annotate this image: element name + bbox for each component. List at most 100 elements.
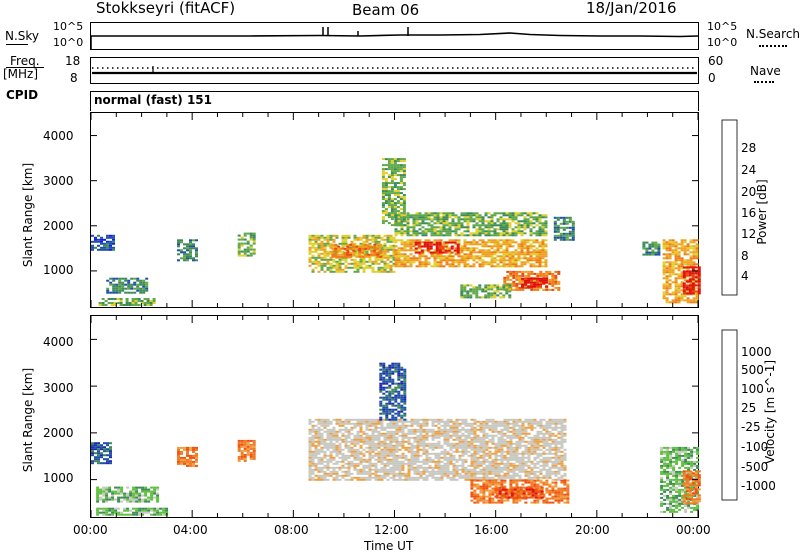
heatmap-cell-1-5: [395, 420, 399, 423]
heatmap-cell-0-15: [654, 251, 658, 254]
heatmap-cell-1-5: [326, 438, 330, 441]
heatmap-cell-1-5: [497, 464, 501, 467]
heatmap-cell-1-5: [407, 440, 411, 443]
heatmap-cell-0-5: [317, 234, 321, 237]
heatmap-cell-0-2: [125, 298, 129, 300]
heatmap-cell-1-5: [410, 422, 414, 425]
heatmap-cell-0-5: [317, 270, 321, 273]
heatmap-cell-1-5: [335, 440, 339, 443]
heatmap-cell-0-2: [110, 304, 114, 306]
heatmap-cell-1-5: [410, 446, 414, 449]
heatmap-cell-0-7: [393, 170, 397, 173]
heatmap-cell-1-5: [380, 426, 384, 429]
heatmap-cell-0-7: [390, 172, 394, 175]
heatmap-cell-0-5: [356, 270, 360, 273]
heatmap-cell-0-9: [469, 255, 473, 258]
heatmap-cell-1-1: [117, 488, 121, 491]
heatmap-cell-1-5: [326, 472, 330, 475]
heatmap-cell-0-5: [326, 234, 330, 237]
heatmap-cell-1-5: [521, 468, 525, 471]
heatmap-cell-0-16: [671, 267, 675, 270]
heatmap-cell-0-5: [338, 260, 342, 263]
heatmap-cell-0-1: [142, 287, 146, 290]
heatmap-cell-1-5: [425, 458, 429, 461]
heatmap-cell-0-9: [481, 259, 485, 262]
heatmap-cell-0-3: [189, 243, 192, 246]
heatmap-cell-0-5: [359, 260, 363, 263]
heatmap-cell-0-8: [403, 224, 407, 227]
heatmap-cell-1-5: [365, 464, 369, 467]
heatmap-cell-1-1: [117, 492, 121, 495]
heatmap-cell-0-16: [677, 265, 681, 268]
heatmap-cell-0-8: [466, 226, 470, 229]
heatmap-cell-1-5: [398, 448, 402, 451]
heatmap-cell-0-7: [402, 170, 406, 173]
heatmap-cell-0-9: [400, 261, 404, 264]
heatmap-cell-1-5: [452, 420, 456, 423]
heatmap-cell-0-8: [421, 220, 425, 223]
heatmap-cell-1-5: [503, 456, 507, 459]
heatmap-cell-0-13: [505, 286, 509, 289]
heatmap-cell-0-3: [186, 253, 189, 256]
heatmap-cell-0-6: [352, 247, 356, 250]
heatmap-cell-0-13: [487, 292, 491, 295]
heatmap-cell-0-16: [677, 299, 681, 302]
heatmap-cell-0-8: [505, 234, 509, 237]
heatmap-cell-1-5: [416, 434, 420, 437]
heatmap-cell-1-5: [395, 430, 399, 433]
heatmap-cell-1-5: [455, 458, 459, 461]
heatmap-cell-1-5: [386, 454, 390, 457]
heatmap-cell-1-5: [530, 424, 534, 427]
heatmap-cell-0-8: [466, 230, 470, 233]
heatmap-cell-0-1: [127, 279, 131, 282]
heatmap-cell-0-8: [529, 232, 533, 235]
heatmap-cell-0-9: [424, 255, 428, 258]
heatmap-cell-0-5: [314, 262, 318, 265]
heatmap-cell-1-5: [491, 464, 495, 467]
heatmap-cell-1-5: [308, 468, 312, 471]
heatmap-cell-0-1: [130, 287, 134, 290]
heatmap-cell-0-7: [390, 158, 394, 161]
heatmap-cell-1-5: [341, 466, 345, 469]
heatmap-cell-1-5: [470, 432, 474, 435]
heatmap-cell-0-9: [406, 243, 410, 246]
heatmap-cell-1-5: [353, 440, 357, 443]
heatmap-cell-0-11: [518, 282, 522, 285]
heatmap-cell-0-13: [460, 290, 464, 293]
heatmap-cell-1-5: [455, 422, 459, 425]
heatmap-cell-1-5: [425, 422, 429, 425]
heatmap-cell-0-8: [433, 232, 437, 235]
heatmap-cell-0-7: [387, 160, 391, 163]
heatmap-cell-1-5: [416, 472, 420, 475]
heatmap-cell-1-5: [470, 438, 474, 441]
heatmap-cell-0-2: [149, 302, 153, 304]
heatmap-cell-0-3: [195, 249, 198, 252]
heatmap-cell-0-8: [505, 232, 509, 235]
heatmap-cell-0-11: [512, 274, 516, 277]
heatmap-cell-1-5: [446, 450, 450, 453]
heatmap-cell-1-5: [452, 468, 456, 471]
heatmap-cell-0-1: [124, 291, 128, 294]
heatmap-cell-1-5: [428, 418, 432, 421]
heatmap-cell-1-5: [512, 418, 516, 421]
heatmap-cell-1-5: [449, 444, 453, 447]
heatmap-cell-1-5: [344, 466, 348, 469]
heatmap-cell-1-5: [470, 468, 474, 471]
heatmap-cell-1-2: [150, 509, 154, 512]
heatmap-cell-1-5: [359, 440, 363, 443]
heatmap-cell-1-5: [410, 468, 414, 471]
heatmap-cell-0-13: [496, 286, 500, 289]
heatmap-cell-1-5: [383, 438, 387, 441]
heatmap-cell-0-9: [511, 263, 515, 266]
heatmap-cell-1-5: [410, 456, 414, 459]
heatmap-cell-0-9: [469, 265, 473, 268]
heatmap-cell-1-5: [464, 472, 468, 475]
heatmap-cell-0-8: [517, 230, 521, 233]
heatmap-cell-1-5: [458, 446, 462, 449]
heatmap-cell-0-9: [403, 265, 407, 268]
heatmap-cell-1-5: [437, 454, 441, 457]
heatmap-cell-0-9: [481, 253, 485, 256]
heatmap-cell-1-5: [446, 474, 450, 477]
heatmap-cell-0-8: [448, 222, 452, 225]
heatmap-cell-1-5: [464, 436, 468, 439]
